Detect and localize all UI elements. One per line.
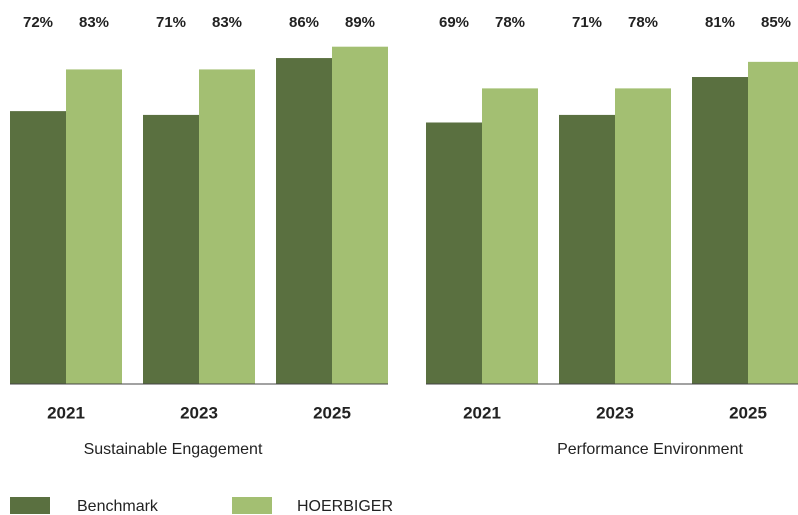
bar xyxy=(615,88,671,384)
value-label: 86% xyxy=(289,14,319,31)
value-label: 72% xyxy=(23,14,53,31)
value-label: 83% xyxy=(79,14,109,31)
bar xyxy=(692,77,748,384)
value-label: 83% xyxy=(212,14,242,31)
bar xyxy=(332,46,388,384)
x-tick-label: 2025 xyxy=(729,403,767,422)
value-label: 89% xyxy=(345,14,375,31)
x-tick-label: 2021 xyxy=(47,403,85,422)
chart-subtitle: Performance Environment xyxy=(557,441,743,458)
x-tick-label: 2023 xyxy=(180,403,218,422)
bar xyxy=(10,111,66,385)
bar xyxy=(748,61,798,384)
legend-label: Benchmark xyxy=(77,498,159,515)
x-tick-label: 2023 xyxy=(596,403,634,422)
value-label: 78% xyxy=(628,14,658,31)
value-label: 69% xyxy=(439,14,469,31)
legend-swatch xyxy=(232,497,272,514)
bar xyxy=(66,69,122,385)
bar xyxy=(199,69,255,385)
value-label: 85% xyxy=(761,14,791,31)
bar xyxy=(559,114,615,384)
bar xyxy=(143,114,199,384)
value-label: 81% xyxy=(705,14,735,31)
value-label: 71% xyxy=(156,14,186,31)
x-tick-label: 2025 xyxy=(313,403,351,422)
bar xyxy=(482,88,538,384)
bar xyxy=(276,58,332,385)
chart-subtitle: Sustainable Engagement xyxy=(84,441,263,458)
value-label: 78% xyxy=(495,14,525,31)
legend-swatch xyxy=(10,497,50,514)
value-label: 71% xyxy=(572,14,602,31)
legend-label: HOERBIGER xyxy=(297,498,393,515)
x-tick-label: 2021 xyxy=(463,403,501,422)
bar xyxy=(426,122,482,385)
